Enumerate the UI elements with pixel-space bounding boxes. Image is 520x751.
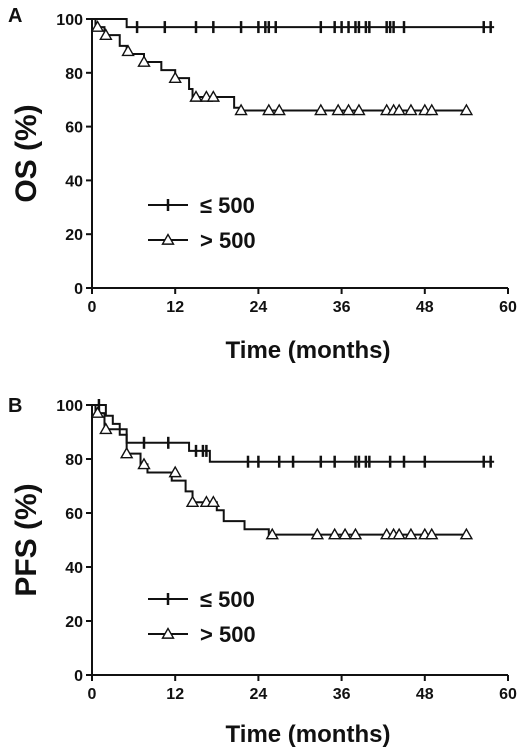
legend-label: > 500 [200, 622, 256, 647]
survival-curve [92, 404, 467, 536]
censor-mark [314, 103, 328, 116]
censor-mark [392, 103, 406, 116]
legend-entry: > 500 [148, 622, 256, 647]
y-tick-label: 40 [65, 173, 83, 190]
y-tick-label: 0 [74, 281, 83, 298]
censor-mark [185, 495, 200, 508]
x-axis-title: Time (months) [226, 721, 391, 748]
censor-mark [99, 28, 113, 40]
censor-mark [341, 103, 356, 116]
series-gt-500 [90, 404, 474, 540]
y-tick-label: 60 [65, 120, 83, 137]
y-axis-title: PFS (%) [10, 483, 43, 596]
legend-entry: > 500 [148, 228, 256, 253]
censor-mark [425, 527, 439, 540]
panel-letter: A [8, 5, 22, 27]
censor-mark [310, 527, 325, 540]
x-tick-label: 48 [416, 299, 434, 316]
y-tick-label: 20 [65, 227, 83, 244]
censor-mark [352, 103, 366, 116]
x-axis-title: Time (months) [226, 337, 391, 364]
km-panel-a: A 0 20 40 60 80 100 0 12 24 36 48 60 Time (months) OS … [8, 5, 517, 364]
censor-mark [348, 527, 363, 540]
legend-label: ≤ 500 [200, 587, 255, 612]
legend-triangle-icon [161, 233, 175, 245]
x-tick-label: 12 [166, 299, 184, 316]
y-axis-title: OS (%) [10, 104, 43, 202]
censor-mark [392, 527, 406, 540]
censor-mark [189, 90, 203, 102]
censor-mark [121, 44, 135, 57]
censor-mark [265, 527, 279, 540]
legend-label: > 500 [200, 228, 256, 253]
censor-mark [404, 527, 418, 540]
censor-mark [206, 495, 221, 508]
censor-mark [404, 103, 418, 116]
censor-mark [459, 527, 474, 540]
y-tick-label: 80 [65, 66, 83, 83]
censor-mark [459, 103, 474, 116]
x-tick-label: 60 [499, 686, 517, 703]
x-tick-label: 36 [333, 686, 351, 703]
censor-mark [119, 446, 134, 459]
y-tick-label: 80 [65, 452, 83, 469]
legend-label: ≤ 500 [200, 193, 255, 218]
censor-mark [338, 527, 352, 540]
x-tick-label: 48 [416, 686, 434, 703]
censor-mark [168, 71, 182, 84]
censor-mark [425, 103, 439, 116]
censor-mark [137, 457, 151, 470]
censor-mark [272, 103, 286, 116]
legend-triangle-icon [161, 627, 175, 639]
series-le-500 [92, 399, 495, 468]
x-tick-label: 36 [333, 299, 351, 316]
censor-mark [90, 406, 105, 418]
survival-curve [92, 18, 495, 29]
y-tick-label: 60 [65, 506, 83, 523]
y-tick-label: 100 [56, 398, 83, 415]
censor-mark [262, 103, 276, 116]
censor-mark [234, 103, 248, 116]
x-tick-label: 24 [250, 686, 268, 703]
censor-mark [331, 103, 345, 116]
x-tick-label: 60 [499, 299, 517, 316]
y-tick-label: 100 [56, 12, 83, 29]
series-gt-500 [90, 18, 474, 116]
legend-entry: ≤ 500 [148, 193, 255, 218]
x-tick-label: 24 [250, 299, 268, 316]
x-tick-label: 0 [88, 686, 97, 703]
censor-mark [168, 465, 182, 478]
y-tick-label: 0 [74, 668, 83, 685]
censor-mark [90, 20, 105, 32]
censor-mark [206, 90, 221, 102]
censor-mark [327, 527, 342, 540]
series-le-500 [92, 18, 495, 34]
x-tick-label: 12 [166, 686, 184, 703]
km-panel-b: B 0 20 40 60 80 100 0 12 24 36 48 60 Time (months) PFS… [8, 395, 517, 748]
panel-letter: B [8, 395, 22, 417]
y-tick-label: 40 [65, 560, 83, 577]
legend-entry: ≤ 500 [148, 587, 255, 612]
censor-mark [99, 422, 113, 435]
survival-curve [92, 404, 495, 463]
y-tick-label: 20 [65, 614, 83, 631]
censor-mark [137, 55, 151, 67]
x-tick-label: 0 [88, 299, 97, 316]
